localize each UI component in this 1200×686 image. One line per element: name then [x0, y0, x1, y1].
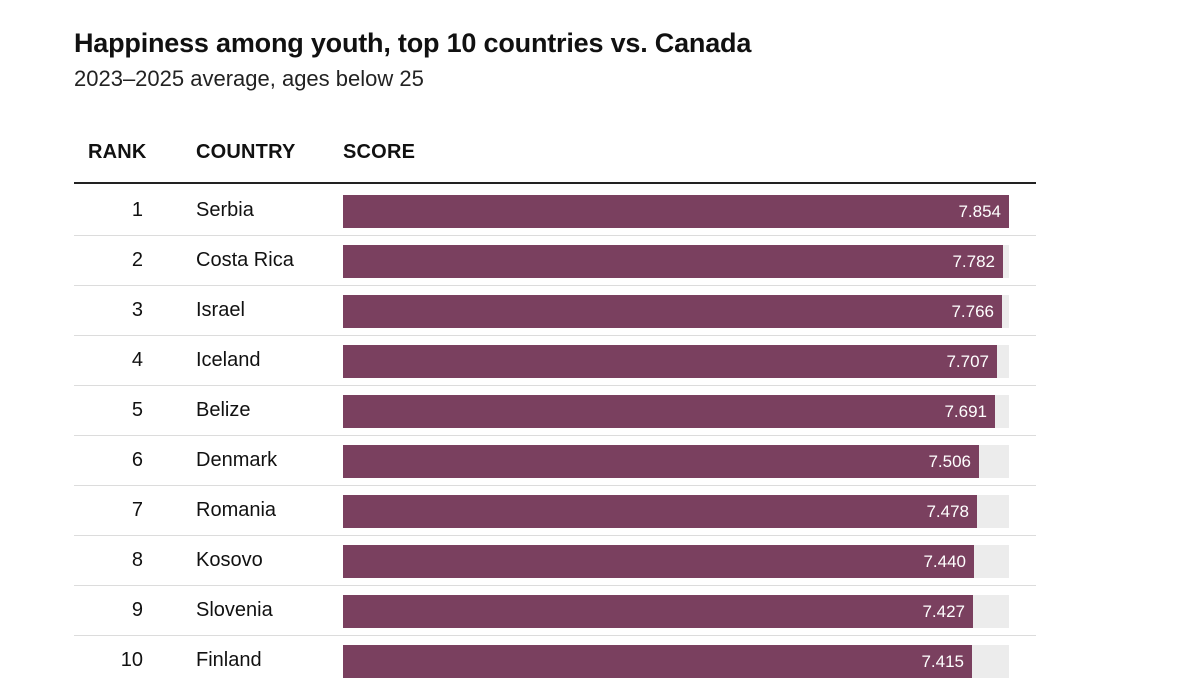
- bar-track: 7.691: [343, 395, 1009, 428]
- rank-cell: 2: [131, 249, 143, 271]
- bar-value-label: 7.691: [944, 402, 987, 421]
- bar-track: 7.506: [343, 445, 1009, 478]
- table-row: 8 Kosovo 7.440: [74, 536, 1036, 586]
- bar-value-label: 7.415: [921, 652, 964, 671]
- table-row: 3 Israel 7.766: [74, 286, 1036, 336]
- bar: 7.691: [343, 395, 995, 428]
- rank-cell: 3: [131, 299, 143, 321]
- row-divider: [74, 285, 1036, 286]
- country-cell: Iceland: [196, 349, 261, 371]
- bar: 7.415: [343, 645, 972, 678]
- bar-track: 7.707: [343, 345, 1009, 378]
- rank-column-header: RANK: [88, 141, 147, 163]
- country-cell: Denmark: [196, 449, 278, 471]
- table-row: 6 Denmark 7.506: [74, 436, 1036, 486]
- bar-track: 7.440: [343, 545, 1009, 578]
- country-column-header: COUNTRY: [196, 141, 296, 163]
- rank-cell: 8: [131, 549, 143, 571]
- row-divider: [74, 435, 1036, 436]
- country-cell: Serbia: [196, 199, 254, 221]
- table-row: 1 Serbia 7.854: [74, 186, 1036, 236]
- bar: 7.782: [343, 245, 1003, 278]
- country-cell: Belize: [196, 399, 251, 421]
- bar-value-label: 7.782: [952, 252, 995, 271]
- bar-value-label: 7.506: [928, 452, 971, 471]
- bar-track: 7.782: [343, 245, 1009, 278]
- bar-track: 7.427: [343, 595, 1009, 628]
- bar-value-label: 7.478: [926, 502, 969, 521]
- row-divider: [74, 485, 1036, 486]
- bar-value-label: 7.707: [946, 352, 989, 371]
- rank-cell: 1: [131, 199, 143, 221]
- table-row: 9 Slovenia 7.427: [74, 586, 1036, 636]
- table-row: 5 Belize 7.691: [74, 386, 1036, 436]
- bar: 7.478: [343, 495, 977, 528]
- row-divider: [74, 585, 1036, 586]
- country-cell: Israel: [196, 299, 245, 321]
- country-cell: Finland: [196, 649, 262, 671]
- country-cell: Costa Rica: [196, 249, 294, 271]
- table-row: 10 Finland 7.415: [74, 636, 1036, 686]
- row-divider: [74, 235, 1036, 236]
- header-rule-rank: [74, 182, 170, 184]
- bar: 7.766: [343, 295, 1002, 328]
- score-column-header: SCORE: [343, 141, 416, 163]
- rank-cell: 6: [131, 449, 143, 471]
- chart-subtitle: 2023–2025 average, ages below 25: [74, 66, 424, 91]
- row-divider: [74, 335, 1036, 336]
- bar-value-label: 7.440: [923, 552, 966, 571]
- bar: 7.440: [343, 545, 974, 578]
- rank-cell: 7: [131, 499, 143, 521]
- table-row: 2 Costa Rica 7.782: [74, 236, 1036, 286]
- bar-track: 7.766: [343, 295, 1009, 328]
- country-cell: Slovenia: [196, 599, 273, 621]
- country-cell: Romania: [196, 499, 277, 521]
- row-divider: [74, 385, 1036, 386]
- table-row: 7 Romania 7.478: [74, 486, 1036, 536]
- header-rule-main: [170, 182, 1036, 184]
- bar-track: 7.415: [343, 645, 1009, 678]
- bar-track: 7.854: [343, 195, 1009, 228]
- row-divider: [74, 635, 1036, 636]
- bar: 7.854: [343, 195, 1009, 228]
- bar: 7.427: [343, 595, 973, 628]
- rank-cell: 5: [131, 399, 143, 421]
- table-row: 4 Iceland 7.707: [74, 336, 1036, 386]
- bar-value-label: 7.854: [958, 202, 1001, 221]
- rank-cell: 4: [131, 349, 143, 371]
- country-cell: Kosovo: [196, 549, 263, 571]
- row-divider: [74, 535, 1036, 536]
- rank-cell: 9: [131, 599, 143, 621]
- bar-value-label: 7.427: [922, 602, 965, 621]
- bar-track: 7.478: [343, 495, 1009, 528]
- bar: 7.707: [343, 345, 997, 378]
- bar: 7.506: [343, 445, 979, 478]
- rank-cell: 10: [120, 649, 143, 671]
- chart-title: Happiness among youth, top 10 countries …: [74, 28, 752, 58]
- bar-value-label: 7.766: [951, 302, 994, 321]
